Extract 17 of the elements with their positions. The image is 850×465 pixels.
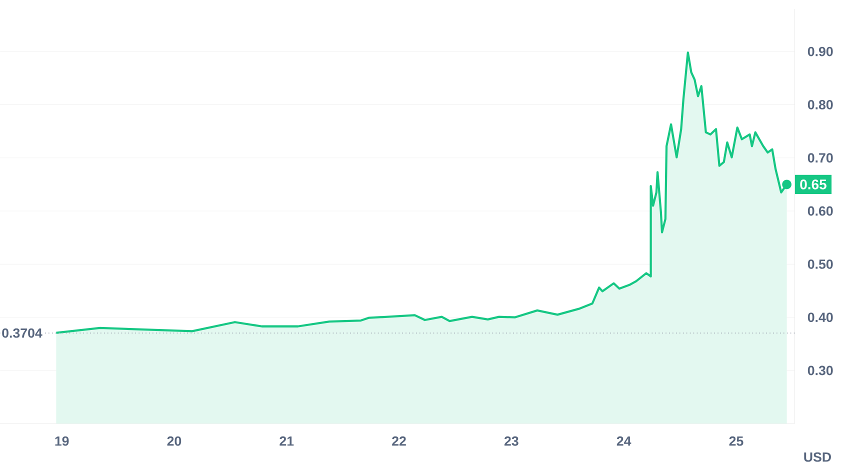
ref-line-label: 0.3704	[2, 328, 42, 338]
x-tick-label: 23	[504, 436, 518, 446]
x-tick-label: 19	[55, 436, 69, 446]
y-tick-label: 0.80	[808, 100, 833, 110]
x-tick-label: 21	[280, 436, 294, 446]
x-tick-label: 22	[392, 436, 406, 446]
y-tick-label: 0.60	[808, 206, 833, 216]
y-axis-title: USD	[804, 452, 831, 462]
y-tick-label: 0.30	[808, 366, 833, 376]
x-tick-label: 20	[167, 436, 182, 446]
y-tick-label: 0.90	[808, 46, 833, 56]
x-tick-label: 24	[616, 436, 632, 446]
y-tick-label: 0.40	[808, 312, 833, 322]
y-tick-label: 0.50	[808, 259, 833, 269]
annotation: 0.65	[800, 179, 826, 190]
y-tick-label: 0.70	[808, 153, 833, 163]
x-tick-label: 25	[729, 436, 744, 446]
